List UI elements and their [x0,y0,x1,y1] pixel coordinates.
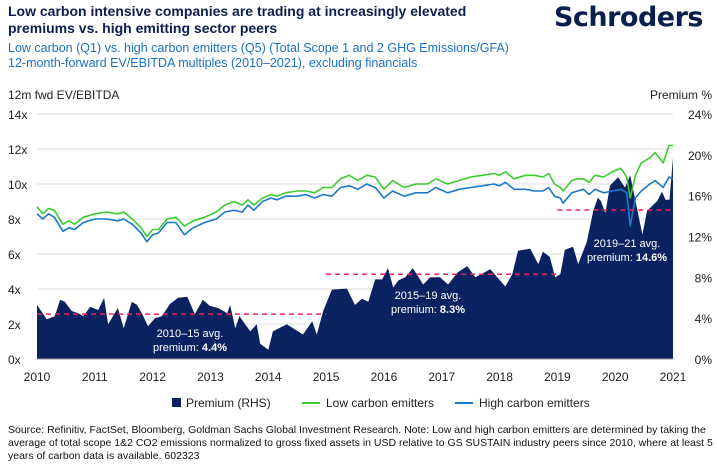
average-label-number: 14.6% [636,252,667,264]
subtitle-line-2: 12-month-forward EV/EBITDA multiples (20… [8,56,418,70]
y-tick-right: 24% [688,108,712,122]
y-tick-left: 14x [8,108,27,122]
legend-label: High carbon emitters [479,396,590,410]
average-label-prefix: premium: [587,252,636,264]
average-label-number: 4.4% [202,342,227,354]
high-carbon-line [36,176,674,243]
plot-area: 0x 2x 4x 6x 8x 10x 12x 14x 0% 4% 8% 12% 16% 20% 24% 12m… [8,88,713,410]
average-label-prefix: premium: [153,342,202,354]
y-tick-left: 6x [8,248,21,262]
x-tick: 2016 [371,370,398,384]
x-tick: 2020 [602,370,629,384]
x-tick: 2011 [82,370,108,384]
subtitle-line-1: Low carbon (Q1) vs. high carbon emitters… [8,41,509,55]
legend-label: Premium (RHS) [186,396,271,410]
low-carbon-line [36,144,673,238]
x-tick: 2019 [544,370,571,384]
average-label-value: premium: 14.6% [587,252,667,264]
average-label-prefix: premium: [391,304,440,316]
y-tick-right: 12% [688,231,712,245]
y-tick-left: 4x [8,283,21,297]
x-tick: 2010 [24,370,51,384]
x-tick: 2015 [313,370,340,384]
y-axis-label-left: 12m fwd EV/EBITDA [8,88,119,102]
y-tick-right: 0% [695,353,713,367]
x-tick: 2013 [197,370,224,384]
y-axis-label-right: Premium % [650,88,712,102]
x-tick: 2018 [486,370,513,384]
y-tick-right: 20% [688,149,712,163]
average-label-period: 2015–19 avg. [395,290,462,302]
legend-label: Low carbon emitters [326,396,434,410]
premium-area [37,157,673,359]
schroders-logo: Schroders [553,2,704,33]
y-tick-left: 8x [8,213,21,227]
y-tick-left: 2x [8,318,21,332]
y-tick-right: 4% [695,312,713,326]
source-note: Source: Refinitiv, FactSet, Bloomberg, G… [8,424,713,462]
average-label-value: premium: 8.3% [391,304,465,316]
x-tick: 2014 [255,370,282,384]
chart-subtitle: Low carbon (Q1) vs. high carbon emitters… [8,41,509,71]
y-tick-right: 8% [695,271,713,285]
legend-swatch-premium [172,398,181,407]
chart-title: Low carbon intensive companies are tradi… [8,3,467,36]
y-tick-left: 12x [8,143,27,157]
average-label-value: premium: 4.4% [153,342,227,354]
y-tick-left: 10x [8,178,27,192]
y-tick-right: 16% [688,190,712,204]
x-tick: 2017 [428,370,455,384]
average-label-period: 2019–21 avg. [594,238,661,250]
x-tick: 2021 [660,370,687,384]
average-label-number: 8.3% [440,304,465,316]
x-tick: 2012 [139,370,166,384]
y-tick-left: 0x [8,353,21,367]
average-label-period: 2010–15 avg. [157,328,224,340]
